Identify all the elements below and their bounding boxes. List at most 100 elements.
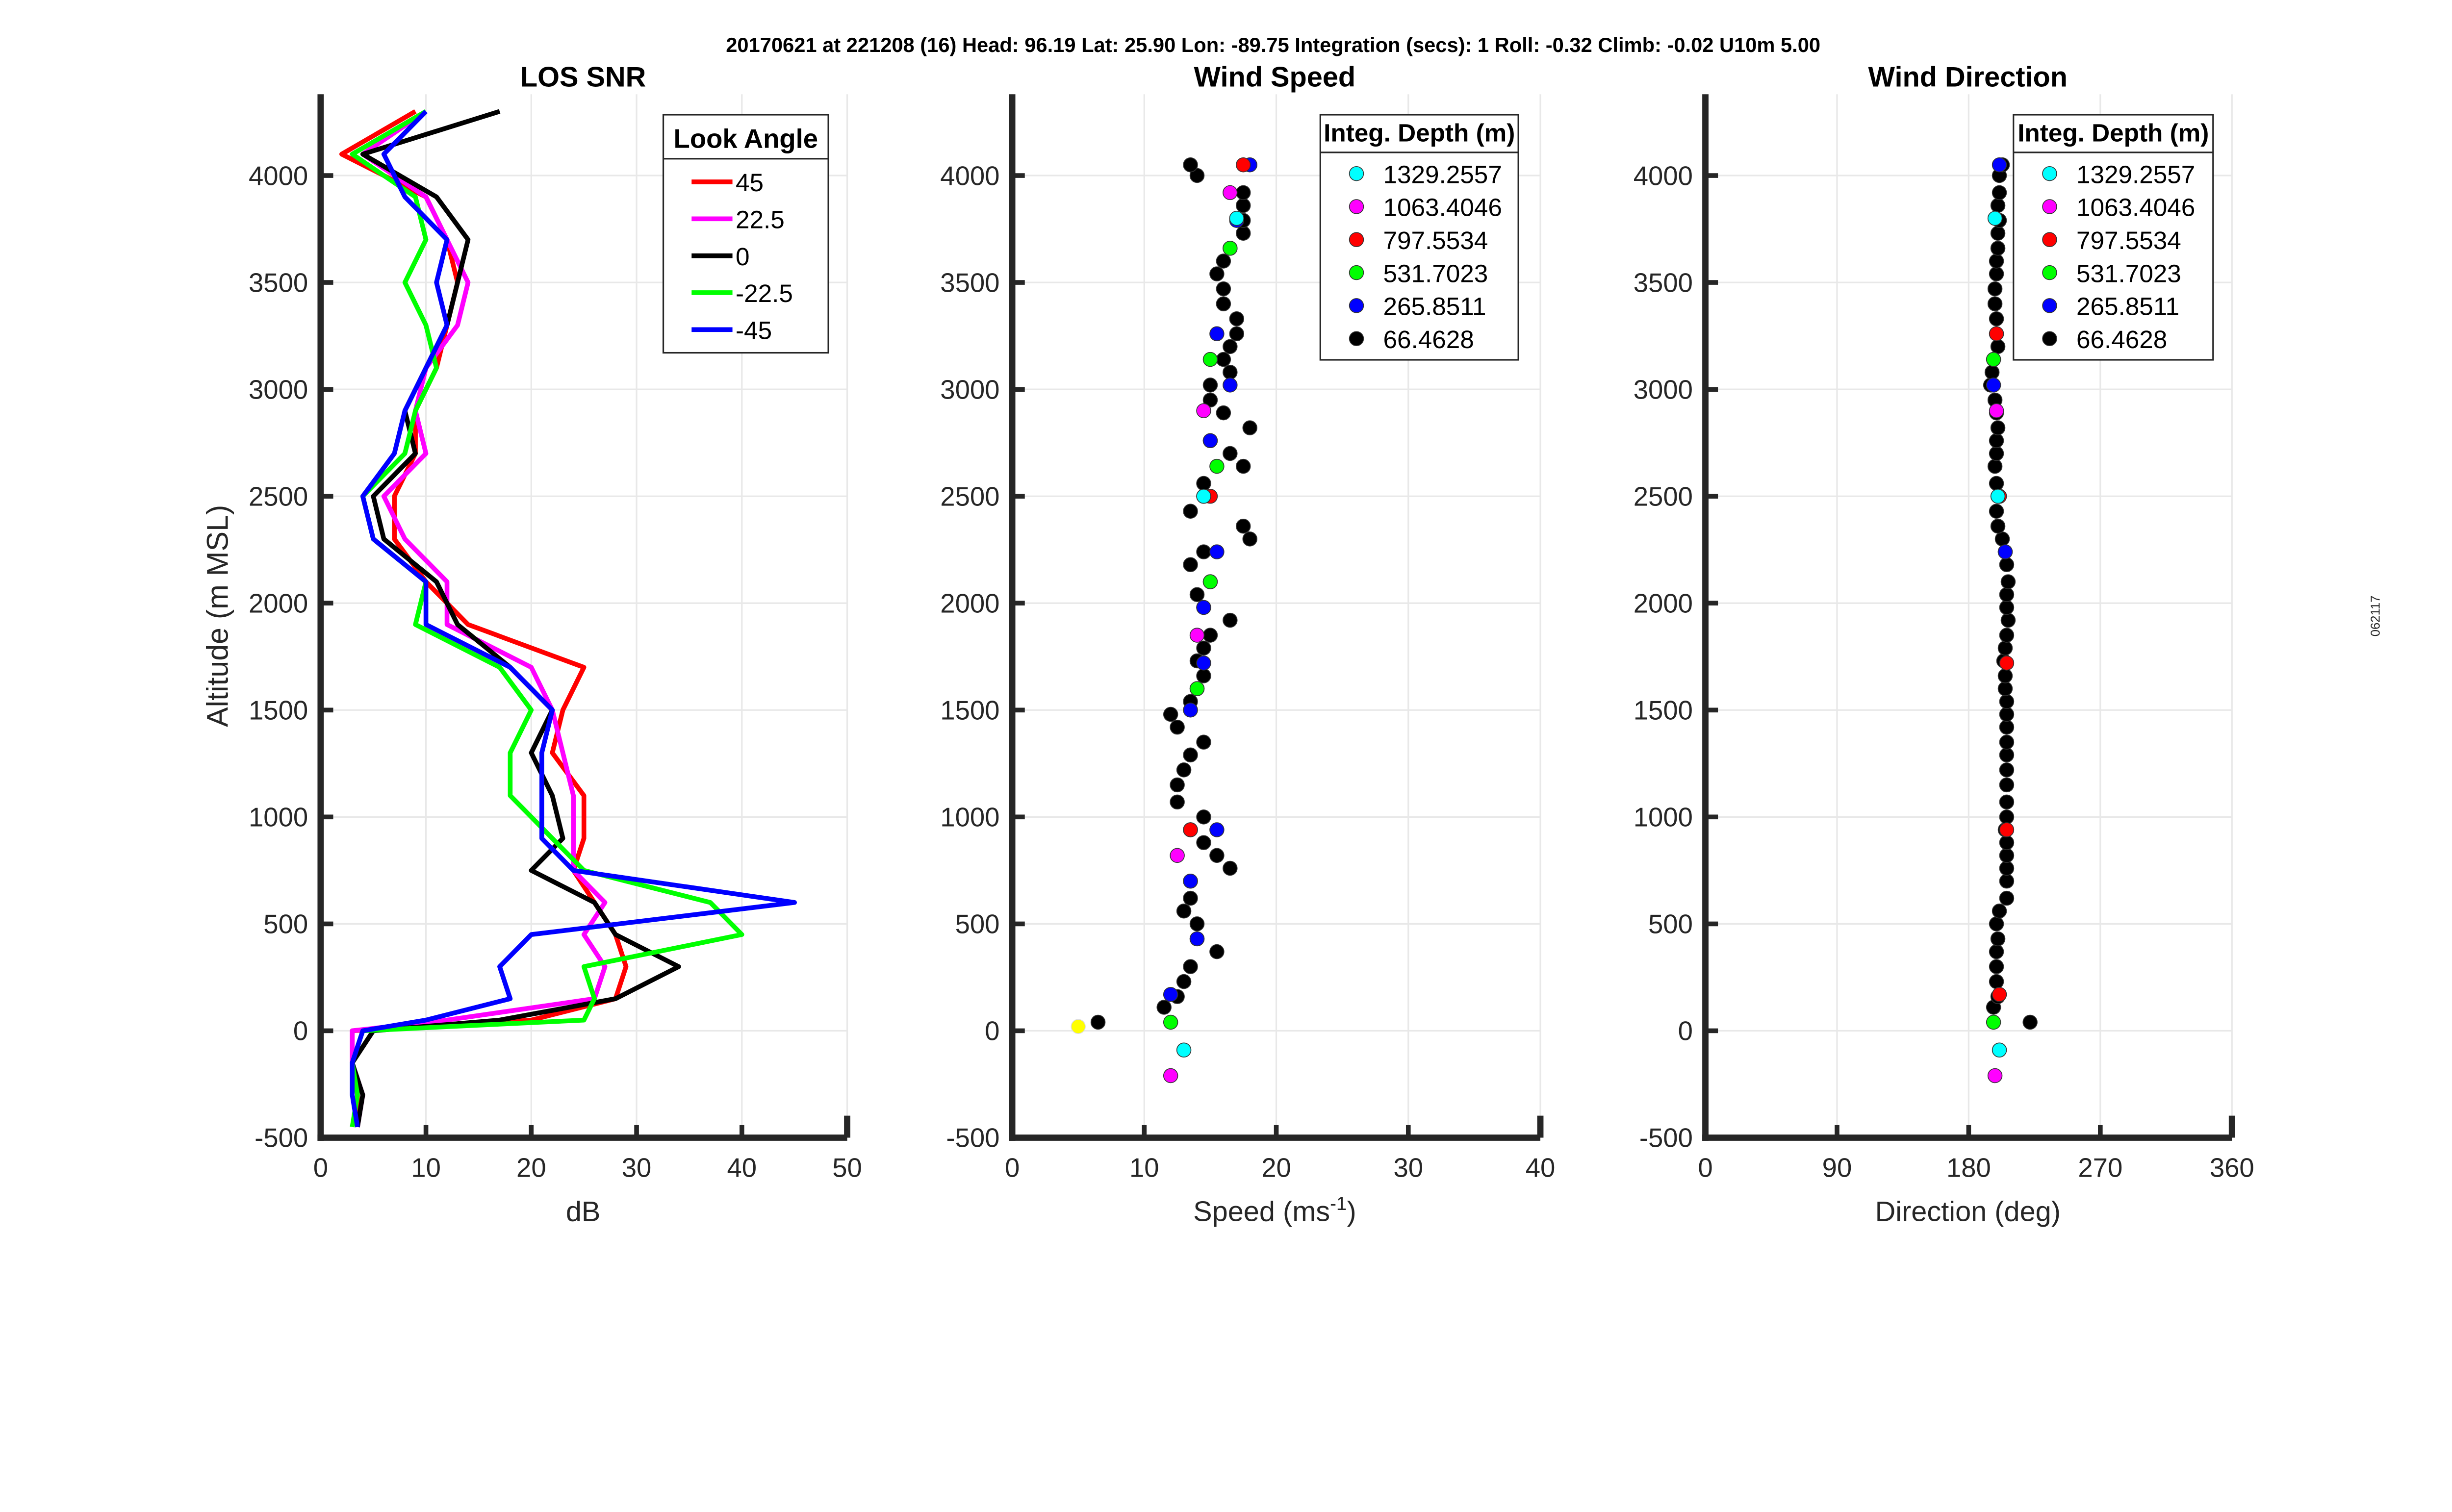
data-point-66.4628 bbox=[1163, 706, 1178, 722]
legend-swatch-66.4628 bbox=[1349, 331, 1364, 346]
x-tick-label: 180 bbox=[1946, 1153, 1991, 1183]
data-point-66.4628 bbox=[1992, 185, 2007, 201]
data-point-66.4628 bbox=[1987, 458, 2003, 474]
legend-entry-label: 531.7023 bbox=[2076, 259, 2181, 287]
data-point-66.4628 bbox=[1196, 544, 1211, 559]
data-point-66.4628 bbox=[1216, 281, 1231, 297]
data-point-1063.4046 bbox=[1163, 1068, 1178, 1084]
data-point-66.4628 bbox=[1236, 226, 1251, 241]
data-point-66.4628 bbox=[1989, 944, 2004, 959]
data-point-66.4628 bbox=[1189, 916, 1205, 932]
data-point-66.4628 bbox=[1989, 476, 2004, 491]
legend-swatch-531.7023 bbox=[2042, 265, 2057, 280]
y-tick-label: 3500 bbox=[249, 268, 308, 298]
data-point-265.8511 bbox=[1189, 931, 1205, 947]
data-point-66.4628 bbox=[1216, 253, 1231, 269]
data-point-1063.4046 bbox=[1223, 185, 1238, 201]
data-point-66.4628 bbox=[1223, 446, 1238, 461]
data-point-66.4628 bbox=[1183, 504, 1198, 519]
y-tick-label: 2500 bbox=[940, 481, 999, 511]
x-tick-label: 40 bbox=[727, 1153, 757, 1183]
data-point-1329.2557 bbox=[1990, 488, 2006, 504]
x-tick-label: 270 bbox=[2078, 1153, 2122, 1183]
legend-entry-label: 66.4628 bbox=[2076, 326, 2167, 353]
legend-entry-label: 1063.4046 bbox=[2076, 194, 2195, 222]
data-point-66.4628 bbox=[1987, 296, 2003, 311]
x-tick-label: 20 bbox=[1261, 1153, 1291, 1183]
y-tick-label: -500 bbox=[1639, 1123, 1693, 1153]
legend-entry-label: 1063.4046 bbox=[1383, 194, 1502, 222]
data-point-66.4628 bbox=[1216, 405, 1231, 421]
data-point-66.4628 bbox=[1196, 734, 1211, 750]
data-point-66.4628 bbox=[1183, 557, 1198, 572]
figure-suptitle: 20170621 at 221208 (16) Head: 96.19 Lat:… bbox=[726, 33, 1820, 56]
snr-title: LOS SNR bbox=[520, 61, 646, 93]
data-point-66.4628 bbox=[1999, 890, 2015, 906]
data-point-531.7023 bbox=[1189, 681, 1205, 696]
data-point-66.4628 bbox=[1229, 311, 1245, 327]
data-point-66.4628 bbox=[1984, 365, 2000, 380]
x-tick-label: 10 bbox=[1129, 1153, 1159, 1183]
y-tick-label: 2000 bbox=[940, 588, 999, 618]
data-point-1063.4046 bbox=[1170, 848, 1185, 863]
y-tick-label: 2000 bbox=[249, 588, 308, 618]
data-point-66.4628 bbox=[1999, 794, 2015, 810]
panel-2: 0 90 180 270 360-500050010001500200025003000… bbox=[1634, 94, 2254, 1183]
data-point-1329.2557 bbox=[1229, 211, 1245, 226]
data-point-797.5534 bbox=[1992, 987, 2007, 1002]
data-point-66.4628 bbox=[1999, 557, 2015, 572]
x-tick-label: 0 bbox=[1698, 1153, 1712, 1183]
y-tick-label: 0 bbox=[1678, 1016, 1693, 1046]
x-tick-label: 30 bbox=[1393, 1153, 1423, 1183]
series-line--45 bbox=[350, 109, 797, 1128]
data-point-66.4628 bbox=[1223, 860, 1238, 876]
data-point-66.4628 bbox=[1156, 1000, 1172, 1015]
data-point-66.4628 bbox=[1997, 668, 2013, 683]
y-tick-label: 2500 bbox=[1634, 481, 1693, 511]
legend-entry-label: -45 bbox=[736, 317, 772, 345]
data-point-66.4628 bbox=[1987, 281, 2003, 297]
data-point-531.7023 bbox=[1986, 1014, 2001, 1030]
data-point-66.4628 bbox=[1997, 640, 2013, 656]
data-point-1063.4046 bbox=[1189, 628, 1205, 643]
data-point-66.4628 bbox=[1999, 587, 2015, 603]
data-point-66.4628 bbox=[1999, 848, 2015, 863]
y-tick-label: 1500 bbox=[1634, 696, 1693, 726]
data-point-66.4628 bbox=[1999, 706, 2015, 722]
data-point-265.8511 bbox=[1202, 433, 1218, 449]
data-point-265.8511 bbox=[1209, 326, 1225, 341]
data-point-66.4628 bbox=[2000, 574, 2016, 589]
data-point-66.4628 bbox=[1236, 519, 1251, 534]
series-line-45 bbox=[339, 109, 629, 1127]
data-point-797.5534 bbox=[1999, 822, 2015, 837]
data-point-66.4628 bbox=[1202, 378, 1218, 393]
panel-0: 0 10 20 30 40 50-5000500100015002000250030003… bbox=[249, 94, 862, 1183]
data-point-66.4628 bbox=[1170, 777, 1185, 793]
data-point-66.4628 bbox=[1176, 762, 1192, 778]
data-point-66.4628 bbox=[1196, 835, 1211, 850]
legend: Look Angle 45 22.5 0 -22.5 -45 bbox=[662, 114, 829, 354]
legend-box bbox=[662, 114, 829, 354]
data-point-66.4628 bbox=[1183, 890, 1198, 906]
data-point-265.8511 bbox=[1986, 378, 2001, 393]
plots: 0 10 20 30 40 50-5000500100015002000250030003… bbox=[249, 94, 2254, 1183]
data-point-265.8511 bbox=[1209, 822, 1225, 837]
data-point-66.4628 bbox=[1196, 668, 1211, 683]
direction-title: Wind Direction bbox=[1868, 61, 2068, 93]
legend-title: Look Angle bbox=[674, 124, 818, 153]
data-point-66.4628 bbox=[1236, 185, 1251, 201]
y-tick-label: -500 bbox=[946, 1123, 999, 1153]
data-point-1329.2557 bbox=[1196, 488, 1211, 504]
data-point-66.4628 bbox=[1989, 446, 2004, 461]
data-point-531.7023 bbox=[1223, 241, 1238, 256]
data-point-1063.4046 bbox=[1987, 1068, 2003, 1084]
y-tick-label: 3000 bbox=[249, 375, 308, 404]
y-tick-label: 1000 bbox=[1634, 803, 1693, 832]
y-tick-label: 1500 bbox=[249, 696, 308, 726]
legend-swatch-1329.2557 bbox=[1349, 166, 1364, 181]
legend-entry-label: 797.5534 bbox=[2076, 227, 2181, 254]
y-tick-label: 3000 bbox=[940, 375, 999, 404]
legend-entry-label: 531.7023 bbox=[1383, 259, 1488, 287]
y-axis-label: Altitude (m MSL) bbox=[201, 505, 234, 727]
legend-swatch-1329.2557 bbox=[2042, 166, 2057, 181]
